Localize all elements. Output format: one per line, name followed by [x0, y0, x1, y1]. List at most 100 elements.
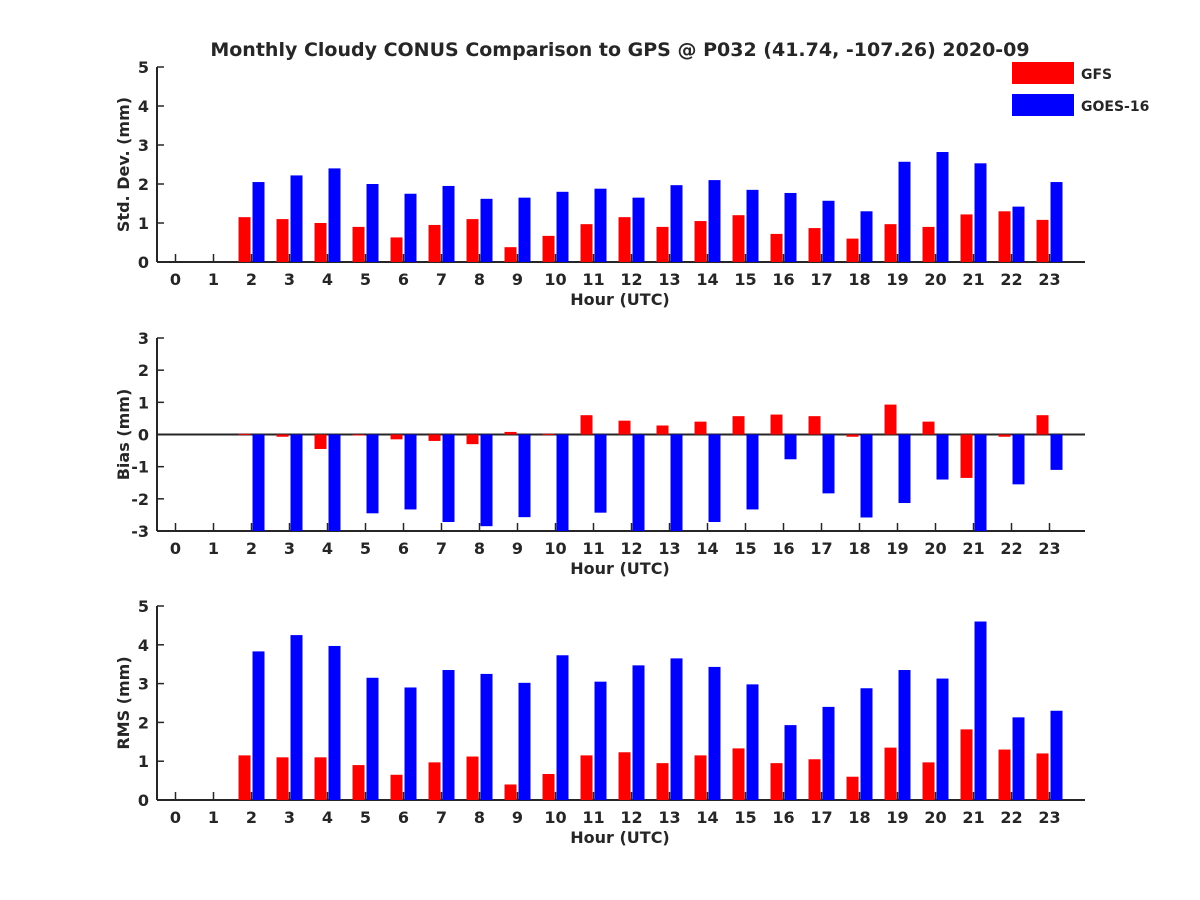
goes16-bar-hour-22	[1012, 434, 1025, 485]
gfs-bar-hour-12	[618, 420, 631, 435]
x-tick-label: 0	[170, 270, 181, 289]
goes16-bar-hour-6	[404, 687, 417, 800]
x-tick-label: 5	[360, 270, 371, 289]
legend-swatch-gfs	[1012, 62, 1074, 84]
x-tick-label: 3	[284, 270, 295, 289]
goes16-bar-hour-22	[1012, 717, 1025, 800]
goes16-bar-hour-6	[404, 193, 417, 262]
gfs-bar-hour-22	[998, 211, 1011, 262]
gfs-bar-hour-8	[466, 219, 479, 262]
goes16-bar-hour-14	[708, 666, 721, 800]
x-tick-label: 17	[810, 808, 832, 827]
x-tick-label: 19	[886, 270, 908, 289]
x-tick-label: 4	[322, 270, 333, 289]
gfs-bar-hour-12	[618, 752, 631, 800]
x-tick-label: 8	[474, 808, 485, 827]
goes16-bar-hour-3	[290, 175, 303, 262]
gfs-bar-hour-5	[352, 765, 365, 800]
x-tick-label: 20	[924, 270, 946, 289]
gfs-bar-hour-17	[808, 416, 821, 435]
x-tick-label: 0	[170, 539, 181, 558]
goes16-bar-hour-21	[974, 621, 987, 800]
gfs-bar-hour-13	[656, 763, 669, 800]
legend-swatch-goes16	[1012, 94, 1074, 116]
x-tick-label: 13	[658, 539, 680, 558]
x-tick-label: 18	[848, 539, 870, 558]
goes16-bar-hour-11	[594, 681, 607, 800]
gfs-bar-hour-8	[466, 434, 479, 445]
gfs-bar-hour-19	[884, 224, 897, 262]
goes16-bar-hour-23	[1050, 182, 1063, 262]
goes16-bar-hour-10	[556, 655, 569, 800]
gfs-bar-hour-7	[428, 224, 441, 262]
x-tick-label: 0	[170, 808, 181, 827]
goes16-bar-hour-12	[632, 665, 645, 800]
gfs-bar-hour-13	[656, 226, 669, 262]
goes16-bar-hour-22	[1012, 206, 1025, 262]
goes16-bar-hour-19	[898, 161, 911, 262]
y-tick-label: 3	[138, 136, 149, 155]
y-tick-label: 5	[138, 58, 149, 77]
gfs-bar-hour-14	[694, 221, 707, 262]
x-tick-label: 5	[360, 539, 371, 558]
chart-title: Monthly Cloudy CONUS Comparison to GPS @…	[210, 39, 1029, 61]
x-tick-label: 11	[582, 270, 604, 289]
gfs-bar-hour-9	[504, 784, 517, 800]
x-tick-label: 21	[962, 539, 984, 558]
gfs-bar-hour-16	[770, 414, 783, 435]
legend-label-gfs: GFS	[1081, 67, 1112, 83]
goes16-bar-hour-23	[1050, 710, 1063, 800]
y-tick-label: 1	[138, 752, 149, 771]
x-tick-label: 18	[848, 808, 870, 827]
goes16-bar-hour-20	[936, 434, 949, 480]
goes16-bar-hour-9	[518, 434, 531, 518]
goes16-bar-hour-5	[366, 184, 379, 262]
gfs-bar-hour-17	[808, 759, 821, 800]
goes16-bar-hour-3	[290, 635, 303, 800]
goes16-bar-hour-13	[670, 185, 683, 262]
gfs-bar-hour-3	[276, 434, 289, 437]
x-tick-label: 15	[734, 808, 756, 827]
gfs-bar-hour-18	[846, 434, 859, 437]
goes16-bar-hour-16	[784, 725, 797, 800]
gfs-bar-hour-20	[922, 226, 935, 262]
goes16-bar-hour-8	[480, 673, 493, 800]
gfs-bar-hour-19	[884, 404, 897, 435]
x-tick-label: 14	[696, 539, 718, 558]
goes16-bar-hour-16	[784, 434, 797, 460]
gfs-bar-hour-10	[542, 433, 555, 435]
x-tick-label: 16	[772, 808, 794, 827]
y-tick-label: 0	[138, 426, 149, 445]
goes16-bar-hour-13	[670, 658, 683, 800]
gfs-bar-hour-4	[314, 434, 327, 449]
x-tick-label: 8	[474, 270, 485, 289]
x-tick-label: 17	[810, 270, 832, 289]
gfs-bar-hour-6	[390, 434, 403, 440]
x-tick-label: 22	[1000, 539, 1022, 558]
goes16-bar-hour-7	[442, 185, 455, 262]
goes16-bar-hour-15	[746, 189, 759, 262]
goes16-bar-hour-21	[974, 434, 987, 531]
gfs-bar-hour-9	[504, 431, 517, 435]
gfs-bar-hour-11	[580, 415, 593, 435]
x-tick-label: 1	[208, 539, 219, 558]
gfs-bar-hour-6	[390, 774, 403, 800]
x-tick-label: 2	[246, 808, 257, 827]
goes16-bar-hour-5	[366, 677, 379, 800]
goes16-bar-hour-12	[632, 434, 645, 531]
x-tick-label: 3	[284, 539, 295, 558]
goes16-bar-hour-17	[822, 706, 835, 800]
x-tick-label: 13	[658, 270, 680, 289]
gfs-bar-hour-23	[1036, 219, 1049, 262]
x-tick-label: 12	[620, 808, 642, 827]
goes16-bar-hour-8	[480, 198, 493, 262]
goes16-bar-hour-18	[860, 688, 873, 800]
goes16-bar-hour-3	[290, 434, 303, 531]
x-tick-label: 4	[322, 808, 333, 827]
x-tick-label: 11	[582, 539, 604, 558]
x-tick-label: 14	[696, 270, 718, 289]
gfs-bar-hour-22	[998, 749, 1011, 800]
goes16-bar-hour-19	[898, 434, 911, 504]
